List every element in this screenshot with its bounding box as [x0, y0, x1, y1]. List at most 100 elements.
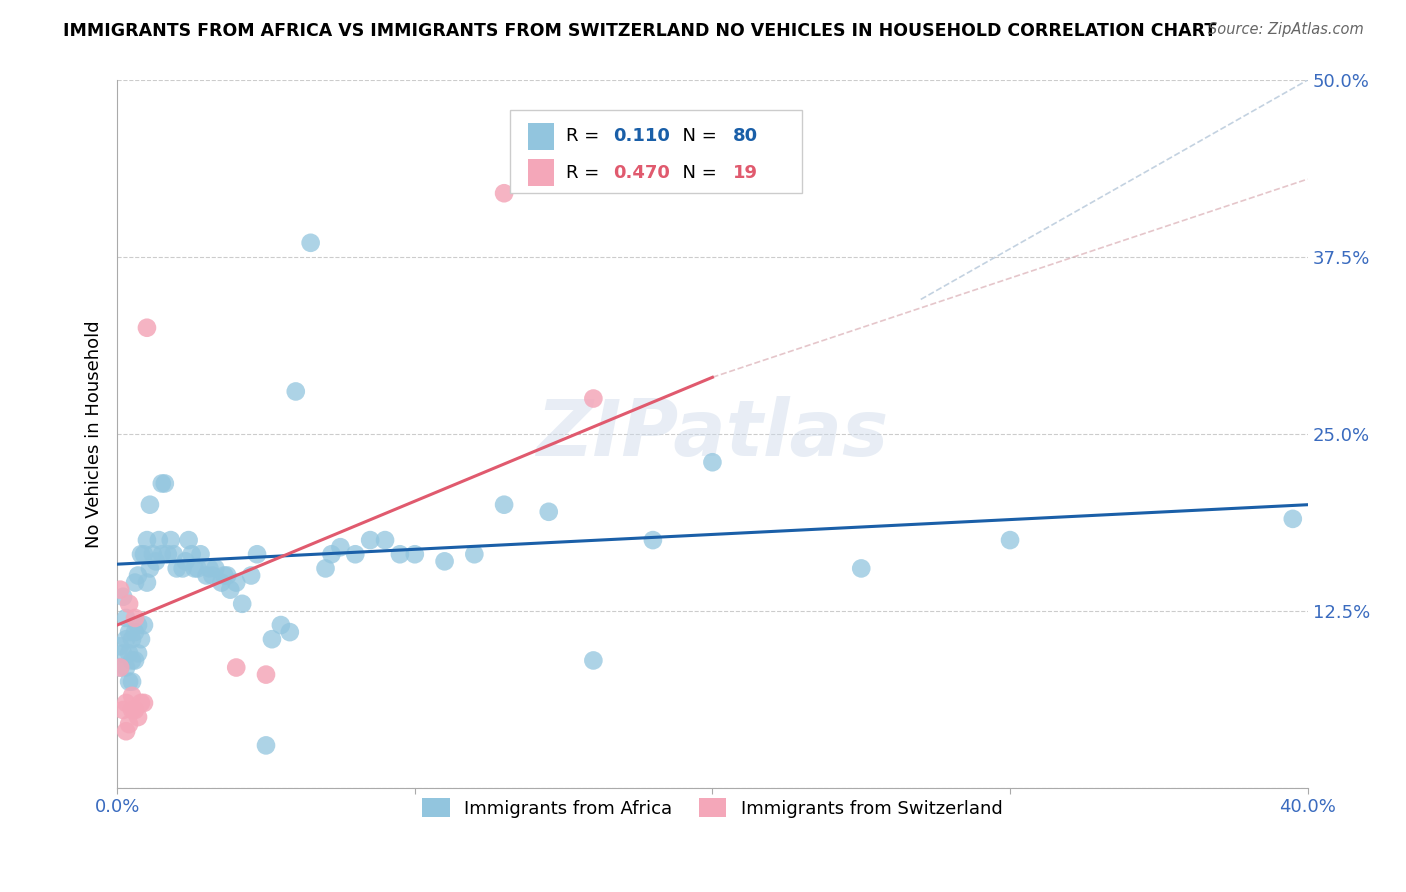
Point [163, 547, 186, 561]
Point [260, 632, 283, 647]
Point [494, 498, 516, 512]
Point [124, 625, 146, 640]
Point [204, 561, 226, 575]
Point [180, 547, 202, 561]
Point [132, 696, 155, 710]
Text: 0.110: 0.110 [613, 128, 671, 145]
Point [108, 640, 131, 654]
Point [388, 547, 411, 561]
Point [127, 618, 149, 632]
Point [153, 476, 176, 491]
Point [112, 590, 135, 604]
Point [127, 568, 149, 582]
Point [124, 611, 146, 625]
Point [433, 554, 456, 568]
Point [195, 568, 218, 582]
Point [187, 561, 209, 575]
Point [139, 561, 162, 575]
Point [132, 618, 155, 632]
Point [374, 533, 396, 547]
Point [115, 611, 138, 625]
Text: N =: N = [671, 128, 723, 145]
Point [240, 568, 263, 582]
Point [124, 653, 146, 667]
Point [641, 533, 664, 547]
Point [118, 674, 141, 689]
Point [136, 533, 159, 547]
Text: Source: ZipAtlas.com: Source: ZipAtlas.com [1208, 22, 1364, 37]
FancyBboxPatch shape [527, 160, 554, 186]
Point [159, 533, 181, 547]
Point [172, 561, 194, 575]
Point [582, 653, 605, 667]
Point [190, 547, 212, 561]
Text: IMMIGRANTS FROM AFRICA VS IMMIGRANTS FROM SWITZERLAND NO VEHICLES IN HOUSEHOLD C: IMMIGRANTS FROM AFRICA VS IMMIGRANTS FRO… [63, 22, 1216, 40]
Point [148, 533, 170, 547]
Point [214, 568, 236, 582]
Legend: Immigrants from Africa, Immigrants from Switzerland: Immigrants from Africa, Immigrants from … [415, 791, 1010, 825]
Text: 80: 80 [733, 128, 758, 145]
Point [115, 696, 138, 710]
Point [329, 540, 352, 554]
Point [217, 568, 239, 582]
Point [278, 625, 301, 640]
Point [702, 455, 724, 469]
Point [998, 533, 1021, 547]
Text: 0.470: 0.470 [613, 164, 671, 182]
Point [166, 561, 188, 575]
Point [321, 547, 343, 561]
Point [851, 561, 873, 575]
Point [142, 547, 165, 561]
Point [1281, 512, 1303, 526]
Point [150, 547, 173, 561]
Point [254, 667, 277, 681]
Point [115, 660, 138, 674]
Point [108, 660, 131, 674]
Point [537, 505, 560, 519]
Point [108, 582, 131, 597]
Point [156, 547, 179, 561]
Point [198, 561, 221, 575]
Point [118, 717, 141, 731]
Point [219, 582, 242, 597]
Point [139, 498, 162, 512]
Point [315, 561, 337, 575]
Text: ZIPatlas: ZIPatlas [536, 396, 889, 472]
Point [112, 703, 135, 717]
Point [246, 547, 269, 561]
Point [299, 235, 322, 250]
Y-axis label: No Vehicles in Household: No Vehicles in Household [86, 320, 103, 548]
Point [344, 547, 367, 561]
Point [150, 476, 173, 491]
Point [201, 568, 224, 582]
Point [254, 739, 277, 753]
Point [463, 547, 485, 561]
FancyBboxPatch shape [527, 123, 554, 150]
Point [231, 597, 253, 611]
Point [115, 632, 138, 647]
Point [118, 646, 141, 660]
Point [124, 703, 146, 717]
Point [174, 554, 197, 568]
Point [115, 724, 138, 739]
Point [494, 186, 516, 201]
Point [177, 533, 200, 547]
Point [108, 660, 131, 674]
Point [129, 547, 152, 561]
Point [225, 575, 247, 590]
Point [270, 618, 292, 632]
Point [118, 625, 141, 640]
Point [183, 561, 205, 575]
Text: N =: N = [671, 164, 723, 182]
FancyBboxPatch shape [510, 110, 801, 194]
Point [118, 597, 141, 611]
Text: R =: R = [567, 164, 605, 182]
Point [136, 320, 159, 334]
Point [129, 696, 152, 710]
Point [121, 632, 143, 647]
Text: R =: R = [567, 128, 605, 145]
Point [359, 533, 381, 547]
Point [127, 710, 149, 724]
Point [284, 384, 307, 399]
Point [127, 646, 149, 660]
